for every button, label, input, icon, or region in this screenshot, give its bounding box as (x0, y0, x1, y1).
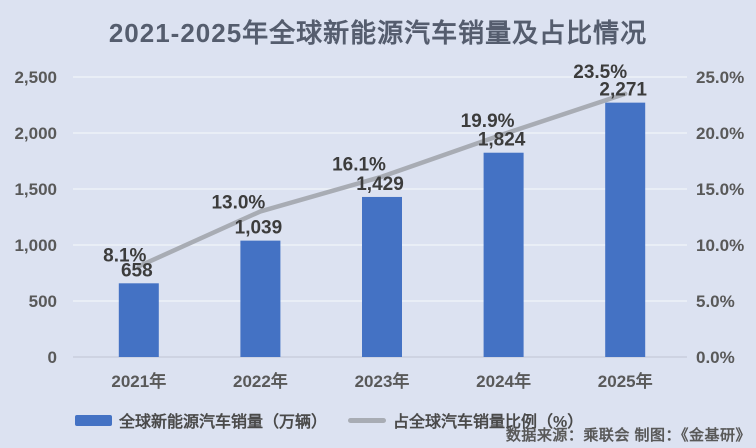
y-right-tick: 0.0% (696, 348, 735, 367)
y-left-tick: 0 (48, 348, 57, 367)
x-axis-label: 2023年 (355, 371, 410, 391)
bar-2025年 (605, 102, 646, 357)
bar-2021年 (118, 283, 159, 357)
line-series-swatch (348, 417, 386, 423)
legend: 全球新能源汽车销量（万辆） 占全球汽车销量比例（%） (0, 408, 756, 432)
line-percent-label: 23.5% (573, 62, 627, 83)
y-left-tick: 1,000 (14, 236, 57, 255)
y-right-tick: 15.0% (696, 180, 744, 199)
x-axis-label: 2025年 (598, 371, 653, 391)
bar-2023年 (362, 196, 402, 357)
line-percent-label: 16.1% (332, 155, 386, 176)
bar-2022年 (240, 240, 281, 357)
x-axis-label: 2021年 (111, 371, 166, 391)
bar-value-label: 1,429 (356, 174, 404, 195)
y-right-tick: 20.0% (696, 124, 744, 143)
chart-title: 2021-2025年全球新能源汽车销量及占比情况 (108, 18, 648, 48)
y-left-tick: 1,500 (14, 180, 57, 199)
line-percent-label: 8.1% (103, 245, 146, 266)
legend-item-sales: 全球新能源汽车销量（万辆） (75, 408, 327, 432)
bar-value-label: 2,271 (599, 80, 647, 101)
source-note: 数据来源：乘联会 制图：《金基研》 (505, 427, 751, 444)
legend-label-share: 占全球汽车销量比例（%） (393, 414, 584, 431)
legend-label-sales: 全球新能源汽车销量（万辆） (119, 414, 328, 431)
bar-value-label: 1,824 (478, 130, 526, 151)
y-right-tick: 5.0% (696, 292, 735, 311)
bar-value-label: 1,039 (235, 218, 283, 239)
x-axis-label: 2022年 (233, 371, 288, 391)
y-left-tick: 2,500 (14, 68, 57, 87)
share-line-series (136, 91, 628, 269)
line-percent-label: 19.9% (461, 111, 515, 132)
bar-2024年 (483, 152, 524, 357)
y-left-tick: 2,000 (14, 124, 57, 143)
bar-series-swatch (75, 414, 112, 426)
legend-item-share: 占全球汽车销量比例（%） (348, 408, 583, 432)
bar-value-label: 658 (121, 260, 153, 281)
y-right-tick: 10.0% (696, 236, 744, 255)
x-axis-label: 2024年 (476, 371, 531, 391)
line-percent-label: 13.0% (211, 192, 265, 213)
y-right-tick: 25.0% (696, 68, 744, 87)
y-left-tick: 500 (29, 292, 57, 311)
